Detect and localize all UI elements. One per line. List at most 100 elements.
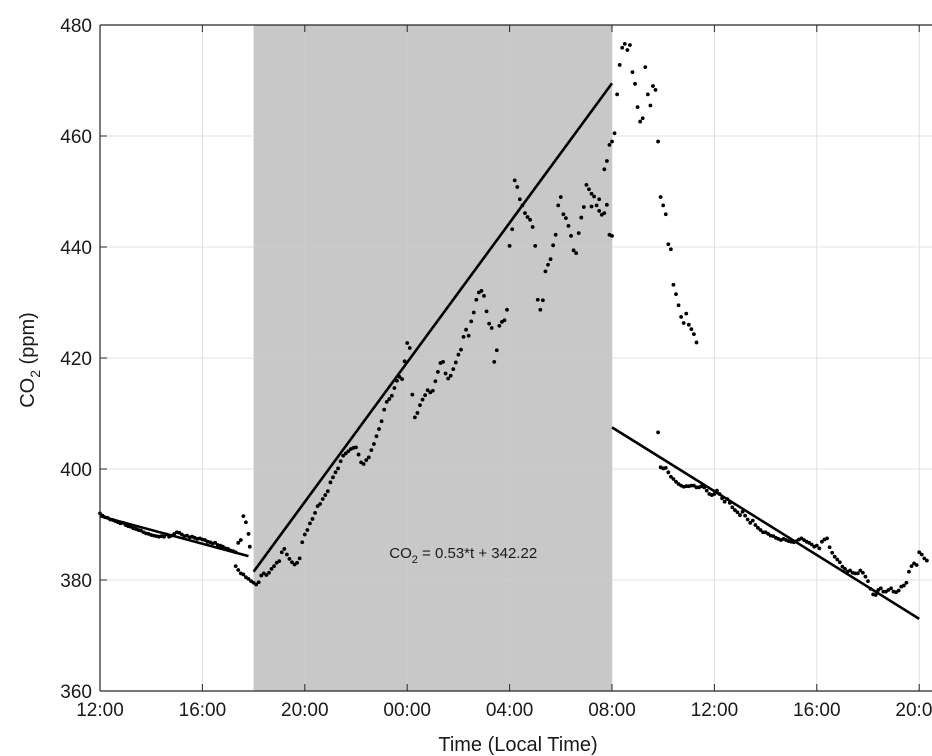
data-point <box>272 564 276 569</box>
data-point <box>814 543 819 548</box>
data-point <box>628 43 632 47</box>
data-point <box>336 466 340 471</box>
data-point <box>412 415 417 420</box>
data-point <box>551 243 556 248</box>
y-axis-title: CO2 (ppm) <box>17 312 43 408</box>
data-point <box>318 502 323 506</box>
data-point <box>436 369 440 374</box>
data-point <box>295 560 300 565</box>
data-point <box>494 348 499 353</box>
y-tick-label: 360 <box>60 682 92 703</box>
x-tick-label: 16:00 <box>179 700 227 721</box>
data-point <box>533 243 538 248</box>
data-point <box>479 288 484 293</box>
data-point <box>604 202 609 207</box>
data-point <box>858 568 863 573</box>
data-point <box>372 442 376 446</box>
data-point <box>576 231 581 236</box>
data-point <box>256 580 261 585</box>
x-tick-label: 00:00 <box>383 700 431 721</box>
data-point <box>297 556 302 561</box>
data-point <box>735 510 740 515</box>
data-point <box>840 564 845 569</box>
data-point <box>456 352 461 357</box>
y-tick-label: 460 <box>60 127 92 148</box>
annotation-subscript: 2 <box>412 554 418 566</box>
data-point <box>546 262 550 267</box>
data-point <box>653 88 658 92</box>
data-point <box>896 588 901 593</box>
data-point <box>622 41 627 46</box>
data-point <box>384 399 389 404</box>
data-point <box>750 518 755 523</box>
data-point <box>645 92 650 97</box>
data-point <box>290 560 294 565</box>
data-point <box>674 479 678 484</box>
x-tick-label: 20:00 <box>895 700 932 721</box>
data-point <box>279 550 284 555</box>
data-point <box>873 593 878 597</box>
data-point <box>310 517 315 521</box>
data-point <box>528 217 532 222</box>
fit-line <box>99 514 249 558</box>
data-point <box>466 333 471 338</box>
data-point <box>425 388 430 393</box>
data-point <box>756 525 760 530</box>
data-point <box>364 458 369 463</box>
data-point <box>587 187 591 192</box>
data-point <box>484 309 489 314</box>
y-tick-label: 420 <box>60 349 92 370</box>
data-point <box>505 307 509 312</box>
data-point <box>430 388 435 393</box>
data-point <box>648 103 653 108</box>
x-tick-label: 20:00 <box>281 700 329 721</box>
data-point <box>835 557 840 562</box>
data-point <box>162 534 166 539</box>
data-point <box>732 508 737 512</box>
data-point <box>663 465 668 470</box>
data-point <box>561 212 566 217</box>
x-tick-label: 16:00 <box>793 700 841 721</box>
data-point <box>610 234 614 238</box>
data-point <box>264 573 269 577</box>
data-point <box>525 215 530 219</box>
data-point <box>233 564 238 569</box>
data-point <box>379 419 384 424</box>
data-point <box>743 513 748 518</box>
data-point <box>369 448 374 453</box>
data-point <box>679 315 684 319</box>
data-point <box>909 564 914 569</box>
data-point <box>246 532 251 536</box>
data-point <box>827 545 832 550</box>
data-point <box>366 455 371 460</box>
data-point <box>315 504 320 509</box>
data-point <box>640 116 645 121</box>
data-point <box>922 556 927 561</box>
y-axis-title-subscript: 2 <box>27 370 43 378</box>
data-point <box>446 376 451 381</box>
data-point <box>686 322 691 327</box>
data-point <box>267 570 271 575</box>
data-point <box>333 470 338 475</box>
data-point <box>523 211 527 216</box>
data-point <box>843 567 847 571</box>
data-point <box>809 542 814 547</box>
data-point <box>487 321 492 326</box>
data-point <box>515 185 520 189</box>
data-point <box>451 367 456 371</box>
data-point <box>469 319 474 324</box>
data-point <box>663 212 668 217</box>
data-point <box>919 552 924 557</box>
data-point <box>758 528 763 532</box>
data-point <box>433 379 438 384</box>
data-point <box>287 557 292 561</box>
data-point <box>607 142 612 147</box>
data-point <box>860 570 865 575</box>
data-point <box>328 480 333 485</box>
data-point <box>581 205 586 209</box>
data-point <box>597 197 602 202</box>
data-point <box>610 139 614 144</box>
data-point <box>674 292 678 297</box>
fit-equation-annotation: CO2 = 0.53*t + 342.22 <box>389 545 537 566</box>
